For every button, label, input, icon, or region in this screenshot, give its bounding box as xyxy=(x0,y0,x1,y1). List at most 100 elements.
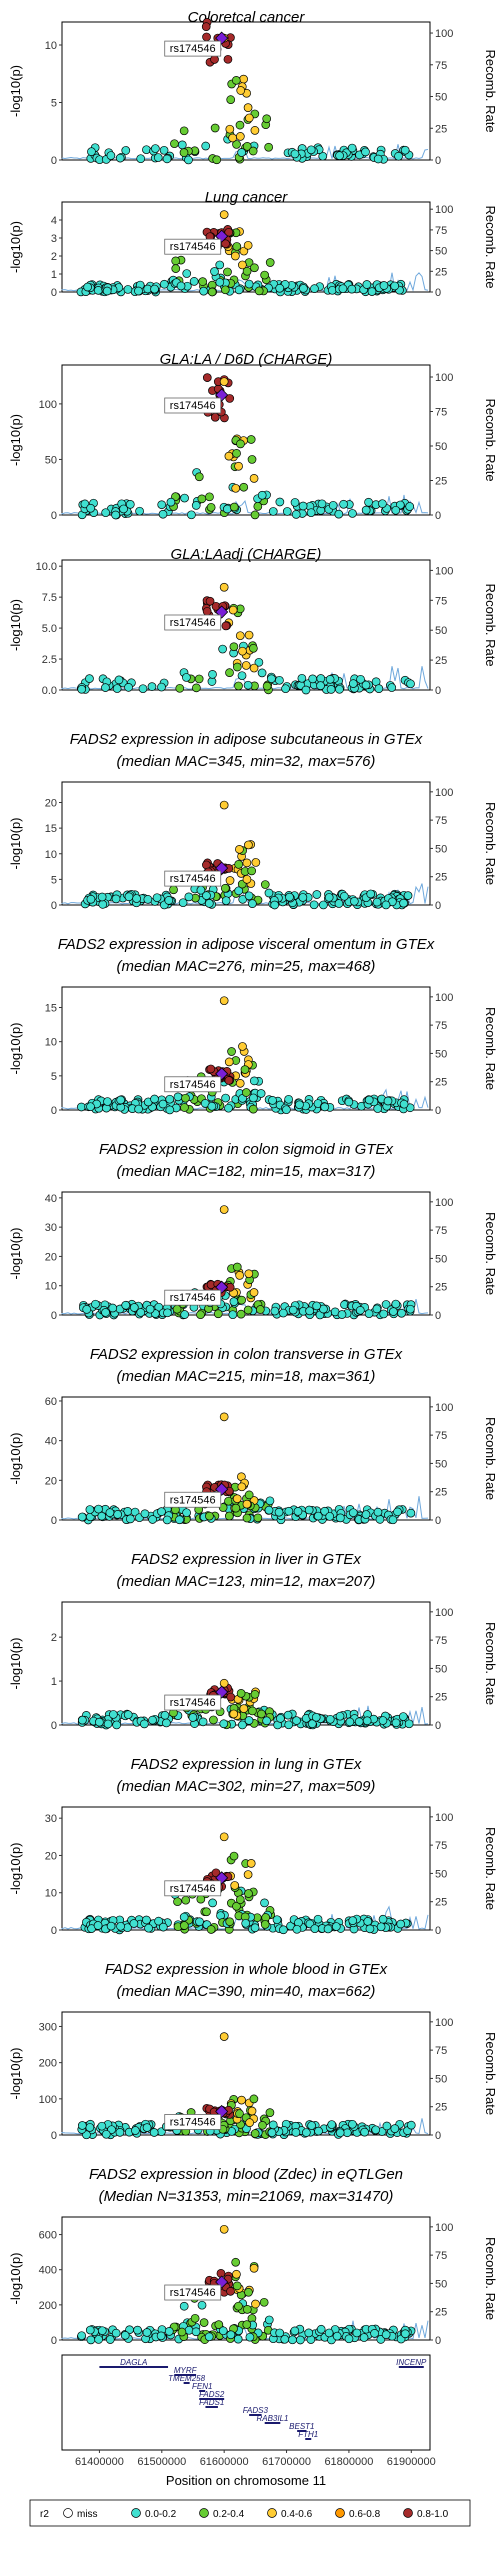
snp-point xyxy=(115,153,125,163)
snp-point xyxy=(176,281,186,291)
y-tick-label: 5 xyxy=(51,1071,57,1083)
snp-point xyxy=(108,1303,118,1313)
recomb-tick-label: 25 xyxy=(435,1487,447,1499)
snp-point xyxy=(129,1919,139,1928)
snp-point xyxy=(158,1099,168,1109)
snp-point xyxy=(229,502,239,512)
x-tick-label: 61500000 xyxy=(137,2456,186,2468)
snp-point xyxy=(244,1269,254,1279)
snp-point xyxy=(191,501,201,510)
snp-points xyxy=(77,1412,416,1525)
x-tick-label: 61600000 xyxy=(200,2456,249,2468)
snp-point xyxy=(232,242,242,251)
recomb-tick-label: 100 xyxy=(435,1812,453,1824)
legend-frame xyxy=(29,2499,471,2527)
snp-point xyxy=(238,1042,247,1051)
snp-point xyxy=(119,504,128,514)
y-tick-label: 1 xyxy=(51,1676,57,1688)
y-tick-label: 200 xyxy=(39,2058,57,2070)
snp-point xyxy=(207,287,217,297)
lead-snp-label-box xyxy=(164,870,222,887)
snp-point xyxy=(275,675,284,685)
snp-point xyxy=(202,891,211,900)
legend-label: 0.8-1.0 xyxy=(417,2509,449,2520)
recomb-axis-label: Recomb. Rate xyxy=(483,1212,498,1295)
y-tick-label: 2 xyxy=(51,1632,57,1644)
snp-point xyxy=(335,2128,345,2138)
legend-swatch xyxy=(403,2508,413,2518)
snp-point xyxy=(218,644,227,654)
snp-point xyxy=(307,2121,316,2130)
snp-point xyxy=(241,1918,251,1928)
snp-point xyxy=(324,893,334,902)
snp-point xyxy=(327,285,337,295)
snp-point xyxy=(98,900,108,909)
y-tick-label: 0 xyxy=(51,1515,57,1527)
panel-9: FADS2 expression in liver in GTEx (median… xyxy=(8,1551,498,1732)
snp-point xyxy=(228,1310,238,1320)
snp-point xyxy=(334,899,344,908)
snp-point xyxy=(253,1513,263,1523)
snp-point xyxy=(101,2129,111,2139)
recomb-tick-label: 75 xyxy=(435,407,447,419)
recomb-tick-label: 50 xyxy=(435,1253,447,1265)
snp-point xyxy=(397,1308,406,1318)
snp-point xyxy=(293,1507,303,1516)
snp-point xyxy=(221,239,230,249)
snp-point xyxy=(242,1513,252,1523)
snp-point xyxy=(235,2109,244,2118)
y-tick-label: 0 xyxy=(51,2335,57,2347)
snp-point xyxy=(250,1689,260,1699)
snp-point xyxy=(381,1300,391,1309)
y-tick-label: 40 xyxy=(45,1193,57,1205)
snp-point xyxy=(202,373,212,382)
y-axis-label: -log10(p) xyxy=(8,599,23,651)
snp-points xyxy=(77,996,415,1115)
panel-title: GLA:LA / D6D (CHARGE) xyxy=(160,351,333,368)
y-tick-label: 15 xyxy=(45,823,57,835)
recomb-axis-label: Recomb. Rate xyxy=(483,1007,498,1090)
snp-point xyxy=(145,1304,155,1314)
lead-snp-label-box xyxy=(164,1694,222,1711)
snp-point xyxy=(162,1718,171,1728)
x-axis-label: Position on chromosome 11 xyxy=(166,2473,326,2488)
snp-point xyxy=(226,95,236,104)
recomb-tick-label: 25 xyxy=(435,655,447,667)
snp-point xyxy=(250,510,260,520)
recomb-tick-label: 100 xyxy=(435,2017,453,2029)
snp-point xyxy=(246,1859,256,1868)
snp-point xyxy=(334,509,344,519)
snp-point xyxy=(264,142,274,152)
snp-point xyxy=(215,277,225,287)
lead-snp-label-box xyxy=(164,1491,222,1508)
snp-point xyxy=(324,2328,334,2338)
plot-frame xyxy=(61,1806,431,1931)
snp-point xyxy=(194,472,204,482)
snp-point xyxy=(171,264,181,273)
recomb-tick-label: 100 xyxy=(435,787,453,799)
y-tick-label: 10 xyxy=(45,40,57,52)
recomb-tick-label: 0 xyxy=(435,900,441,912)
y-tick-label: 0 xyxy=(51,155,57,167)
snp-point xyxy=(237,1482,247,1492)
snp-point xyxy=(142,1915,151,1925)
lead-snp-label-box xyxy=(164,238,222,255)
snp-point xyxy=(308,674,318,684)
y-tick-label: 300 xyxy=(39,2021,57,2033)
snp-points xyxy=(86,17,414,165)
recomb-tick-label: 75 xyxy=(435,1020,447,1032)
lead-snp-label: rs174546 xyxy=(170,873,216,885)
panel-8: FADS2 expression in colon transverse in … xyxy=(8,1346,498,1527)
snp-point xyxy=(204,899,214,908)
recomb-tick-label: 50 xyxy=(435,2073,447,2085)
snp-point xyxy=(236,86,246,95)
x-tick-label: 61900000 xyxy=(387,2456,436,2468)
snp-point xyxy=(86,503,95,513)
snp-point xyxy=(250,126,260,135)
snp-point xyxy=(339,499,348,509)
snp-point xyxy=(406,2120,416,2130)
snp-point xyxy=(278,1308,288,1318)
snp-point xyxy=(134,1104,143,1114)
snp-point xyxy=(366,889,376,899)
snp-point xyxy=(87,147,96,157)
